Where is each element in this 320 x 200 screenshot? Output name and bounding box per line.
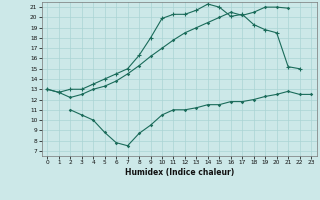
X-axis label: Humidex (Indice chaleur): Humidex (Indice chaleur): [124, 168, 234, 177]
